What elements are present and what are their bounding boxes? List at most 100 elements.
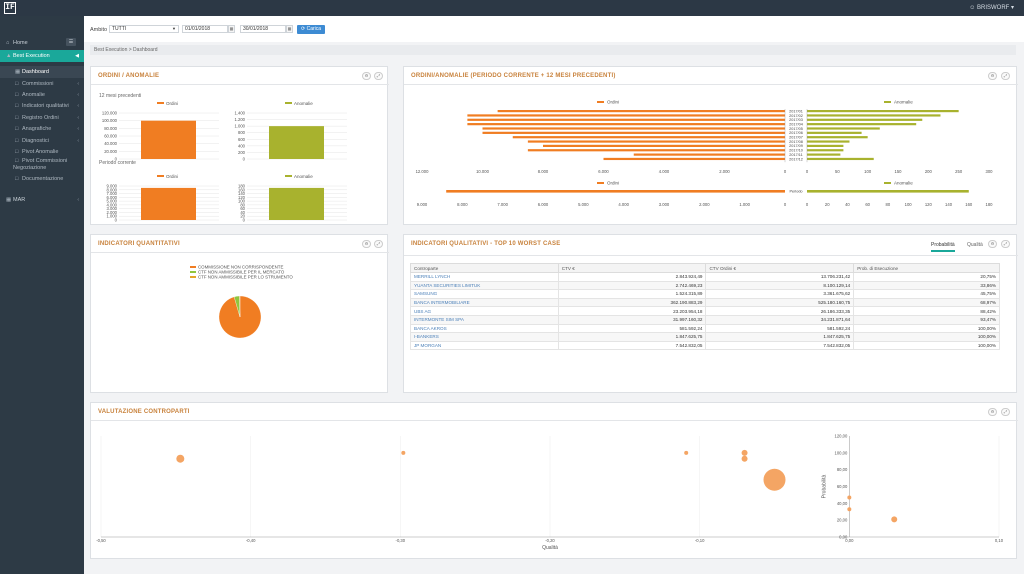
scatter-point <box>763 468 786 491</box>
sidebar-item-indicatori[interactable]: □ Indicatori qualitativi ‹ <box>0 100 84 112</box>
table-row[interactable]: INTERMONTE SIM SPA 31.997.160,32 34.231.87… <box>410 314 1000 325</box>
table-cell[interactable]: BANCA AKROS <box>410 323 559 334</box>
table-row[interactable]: JP MORGAN 7.542.832,05 7.542.832,05 100,00% <box>410 340 1000 351</box>
tick-label: 100,00 <box>835 450 848 455</box>
sidebar-item-home[interactable]: ⌂ Home <box>0 37 84 49</box>
user-menu[interactable]: ☺ BRISWORF ▾ <box>969 4 1014 11</box>
app-logo[interactable]: IF <box>4 2 16 14</box>
panel-settings-icon[interactable]: ⚙ <box>988 408 997 416</box>
expand-icon[interactable]: ⤢ <box>374 240 383 248</box>
category-label: 2017/09 <box>789 144 803 148</box>
sidebar-item-label: Home <box>13 40 28 46</box>
tick-label: 20,00 <box>837 518 848 523</box>
sidebar-item-documentazione[interactable]: □ Documentazione <box>0 173 84 185</box>
load-button[interactable]: ⟳ Carica <box>297 25 326 34</box>
column-header[interactable]: Prob. di Esecuzione <box>853 263 1000 273</box>
sidebar-item-anomalie[interactable]: □ Anomalie ‹ <box>0 89 84 101</box>
bar-anomalie <box>807 114 941 117</box>
sidebar-item-diagnostici[interactable]: □ Diagnostici ‹ <box>0 135 84 147</box>
panel-valutazione: VALUTAZIONE CONTROPARTI ⚙ ⤢ -0,50 -0,40 -0… <box>90 402 1018 559</box>
table-cell: 100,00% <box>853 332 1000 342</box>
tick-label: 2.000 <box>107 210 118 215</box>
table-row[interactable]: UBS AG 23.203.954,18 26.186.333,35 88,42% <box>410 306 1000 316</box>
table-cell: 581.592,24 <box>705 323 855 334</box>
sidebar-item-mar[interactable]: ▦ MAR ‹ <box>0 194 84 206</box>
sidebar-item-label: Pivot Commissioni <box>22 158 68 164</box>
table-row[interactable]: MERRILL LYNCH 2.843.924,49 13.706.231,42 20… <box>410 272 1000 282</box>
tick-label: 8.000 <box>457 202 468 207</box>
column-header[interactable]: CTV € <box>557 263 707 273</box>
tick-label: 20 <box>240 214 245 219</box>
tick-label: 10.000 <box>476 169 489 174</box>
tick-label: 1.400 <box>235 111 246 116</box>
chevron-left-icon: ‹ <box>77 81 79 87</box>
tick-label: 0,10 <box>995 538 1004 543</box>
table-cell: 1.847.625,75 <box>557 332 707 342</box>
sidebar-item-negoziazione[interactable]: Negoziazione <box>0 164 84 172</box>
panel-settings-icon[interactable]: ⚙ <box>362 240 371 248</box>
tab-qualita[interactable]: Qualità <box>967 242 983 248</box>
table-cell[interactable]: SAMSUNG <box>410 289 559 299</box>
user-name: BRISWORF ▾ <box>976 5 1014 11</box>
tick-label: 1.000 <box>107 214 118 219</box>
table-cell[interactable]: BANCA INTERMOBILIARE <box>410 297 559 308</box>
table-cell[interactable]: UBS AG <box>410 306 559 316</box>
table-cell[interactable]: MERRILL LYNCH <box>410 272 559 282</box>
table-cell[interactable]: INTERMONTE SIM SPA <box>410 314 559 325</box>
sidebar-item-label: MAR <box>13 197 26 203</box>
sidebar-item-pivot-anomalie[interactable]: □ Pivot Anomalie <box>0 146 84 158</box>
date-from-field[interactable]: 01/01/2018 <box>182 25 228 33</box>
ambito-select[interactable]: TUTTI ▼ <box>109 25 179 33</box>
sidebar-item-pivot-commissioni[interactable]: □ Pivot Commissioni <box>0 157 84 165</box>
table-cell[interactable]: JP MORGAN <box>410 340 559 351</box>
legend-label: COMMISSIONE NON CORRISPONDENTE <box>198 265 283 270</box>
tick-label: 100 <box>905 202 913 207</box>
tick-label: 4.000 <box>107 202 118 207</box>
scatter-point <box>401 450 406 455</box>
tick-label: 4.000 <box>618 202 629 207</box>
tick-label: 120,00 <box>835 434 848 439</box>
expand-icon[interactable]: ⤢ <box>1001 240 1010 248</box>
panel-title: ORDINI / ANOMALIE <box>98 73 160 79</box>
sidebar-item-best-execution[interactable]: ▲ Best Execution ◀ <box>0 50 84 62</box>
sidebar-item-dashboard[interactable]: ▦ Dashboard <box>0 66 84 78</box>
calendar-icon[interactable]: ▦ <box>286 25 293 33</box>
calendar-icon[interactable]: ▦ <box>228 25 235 33</box>
table-cell[interactable]: YUANTA SECURITIES LIMITUK <box>410 280 559 291</box>
table-cell[interactable]: I-BANKERS <box>410 332 559 342</box>
legend-swatch <box>157 102 164 104</box>
bar-anomalie <box>807 118 923 121</box>
tick-label: 8.000 <box>538 169 549 174</box>
panel-settings-icon[interactable]: ⚙ <box>988 240 997 248</box>
tick-label: 0 <box>806 169 809 174</box>
table-row[interactable]: BANCA INTERMOBILIARE 362.190.883,29 525.18… <box>410 297 1000 308</box>
table-cell: 93,47% <box>853 314 1000 325</box>
panel-title: INDICATORI QUALITATIVI - TOP 10 WORST CA… <box>411 241 561 247</box>
tab-probabilita[interactable]: Probabilità <box>931 242 955 252</box>
sidebar-item-anagrafiche[interactable]: □ Anagrafiche ‹ <box>0 123 84 135</box>
bar-anomalie <box>807 127 880 130</box>
expand-icon[interactable]: ⤢ <box>1001 72 1010 80</box>
table-cell: 31.997.160,32 <box>557 314 707 325</box>
tick-label: 12.000 <box>416 169 429 174</box>
bar-ordini <box>467 123 785 126</box>
table-row[interactable]: SAMSUNG 1.524.315,89 3.361.675,62 45,75% <box>410 289 1000 299</box>
sidebar-toggle-icon[interactable]: ☰ <box>66 38 76 46</box>
tick-label: 40,00 <box>837 501 848 506</box>
bar-ordini <box>512 136 785 139</box>
table-row[interactable]: YUANTA SECURITIES LIMITUK 2.742.469,23 8.1… <box>410 280 1000 291</box>
sidebar: ☰ ⌂ Home ▲ Best Execution ◀ ▦ Dashboard □ Com… <box>0 16 84 574</box>
panel-settings-icon[interactable]: ⚙ <box>988 72 997 80</box>
doc-icon: □ <box>15 115 19 121</box>
date-to-field[interactable]: 30/01/2018 <box>240 25 286 33</box>
expand-icon[interactable]: ⤢ <box>1001 408 1010 416</box>
sidebar-item-registro-ordini[interactable]: □ Registro Ordini ‹ <box>0 112 84 124</box>
column-header[interactable]: CTV Ordini € <box>705 263 855 273</box>
table-row[interactable]: BANCA AKROS 581.592,24 581.592,24 100,00% <box>410 323 1000 334</box>
tick-label: 100.000 <box>102 118 118 123</box>
sidebar-item-commissioni[interactable]: □ Commissioni ‹ <box>0 78 84 90</box>
expand-icon[interactable]: ⤢ <box>374 72 383 80</box>
panel-settings-icon[interactable]: ⚙ <box>362 72 371 80</box>
table-row[interactable]: I-BANKERS 1.847.625,75 1.847.625,75 100,00% <box>410 332 1000 342</box>
column-header[interactable]: Controparte <box>410 263 559 273</box>
